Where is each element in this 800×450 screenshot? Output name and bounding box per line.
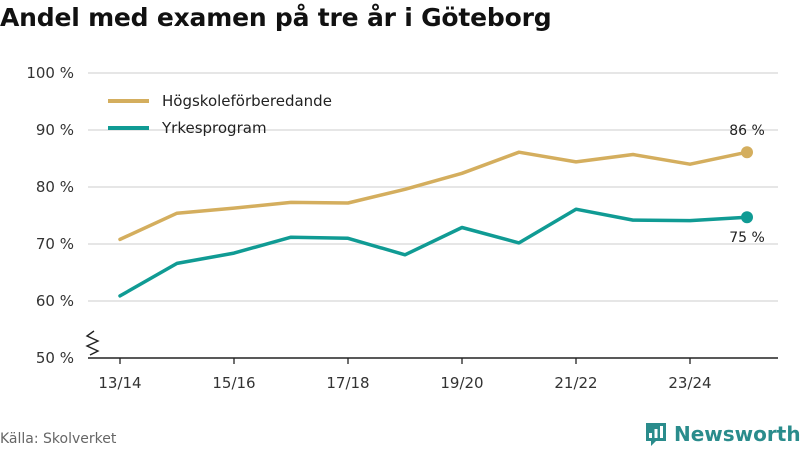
series-end-label: 86 % [729,123,765,139]
series-end-point [741,211,753,224]
brand-name: Newsworthy [674,422,800,446]
x-tick-label: 13/14 [98,374,141,392]
legend-label: Yrkesprogram [161,119,267,137]
series-line [118,207,749,298]
source-note: Källa: Skolverket [0,431,117,447]
grid-lines [88,72,778,302]
legend-label: Högskoleförberedande [162,92,332,110]
x-tick-label: 17/18 [326,374,369,392]
legend: Högskoleförberedande Yrkesprogram [108,92,332,137]
chart-title: Andel med examen på tre år i Göteborg [0,3,552,32]
x-tick-label: 23/24 [668,374,711,392]
newsworthy-logo-icon [646,423,666,446]
x-tick-label: 21/22 [554,374,597,392]
axis-break-icon [85,330,100,356]
axis-break-mark [85,330,100,356]
x-tick-label: 19/20 [440,374,483,392]
y-axis-tick-labels: 50 % 60 % 70 % 80 % 90 % 100 % [26,64,74,367]
y-tick-label: 90 % [36,121,74,139]
y-tick-label: 70 % [36,235,74,253]
series-line [118,150,749,242]
x-tick-label: 15/16 [212,374,255,392]
series-end-label: 75 % [729,230,765,246]
y-tick-label: 100 % [26,64,74,82]
y-tick-label: 50 % [36,349,74,367]
brand-logo: Newsworthy [644,419,800,449]
line-chart: 50 % 60 % 70 % 80 % 90 % 100 % 13/14 15/16 17/1… [26,64,778,392]
series-lines: 86 % 75 % [118,123,765,298]
y-tick-label: 80 % [36,178,74,196]
x-axis: 13/14 15/16 17/18 19/20 21/22 23/24 [88,357,778,392]
y-tick-label: 60 % [36,292,74,310]
series-end-point [741,146,753,159]
